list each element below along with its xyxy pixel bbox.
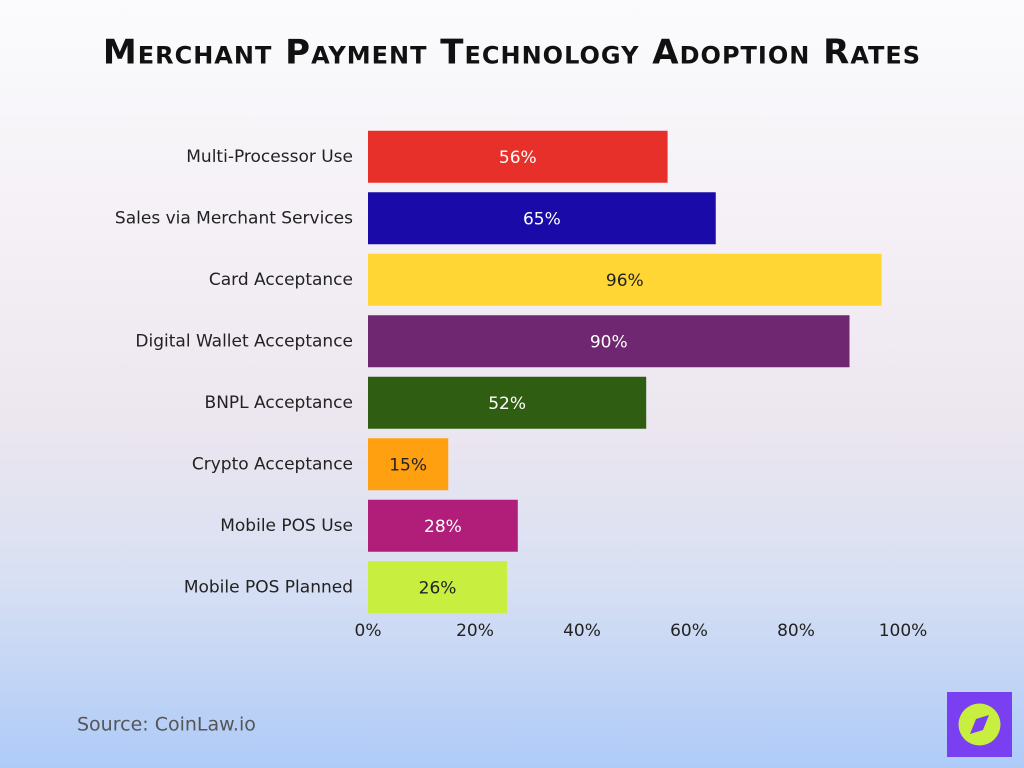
value-label: 52%: [488, 394, 526, 414]
bar: [368, 499, 518, 552]
value-label: 65%: [523, 209, 561, 229]
bar: [368, 253, 882, 306]
bar: [368, 376, 647, 429]
y-tick-label: Mobile POS Planned: [184, 577, 353, 597]
x-tick-label: 20%: [456, 621, 494, 641]
value-label: 56%: [499, 148, 537, 168]
bar: [368, 561, 508, 614]
y-tick-label: Digital Wallet Acceptance: [135, 331, 353, 351]
x-tick-label: 40%: [563, 621, 601, 641]
bar: [368, 438, 449, 491]
bar: [368, 130, 668, 183]
y-tick-label: Multi-Processor Use: [186, 147, 353, 167]
y-tick-label: BNPL Acceptance: [205, 393, 353, 413]
y-tick-label: Crypto Acceptance: [192, 454, 353, 474]
source: Source: CoinLaw.io: [77, 714, 256, 736]
value-label: 26%: [419, 578, 457, 598]
value-label: 96%: [606, 271, 644, 291]
logo: [947, 692, 1012, 757]
value-label: 90%: [590, 332, 628, 352]
y-tick-label: Mobile POS Use: [220, 516, 353, 536]
value-label: 15%: [389, 455, 427, 475]
x-tick-label: 80%: [777, 621, 815, 641]
bar: [368, 315, 850, 368]
x-tick-label: 100%: [879, 621, 928, 641]
y-tick-label: Sales via Merchant Services: [115, 208, 353, 228]
x-tick-label: 0%: [355, 621, 382, 641]
x-tick-label: 60%: [670, 621, 708, 641]
bar: [368, 192, 716, 245]
chart-title: Merchant Payment Technology Adoption Rat…: [103, 33, 921, 73]
y-tick-label: Card Acceptance: [209, 270, 353, 290]
value-label: 28%: [424, 517, 462, 537]
